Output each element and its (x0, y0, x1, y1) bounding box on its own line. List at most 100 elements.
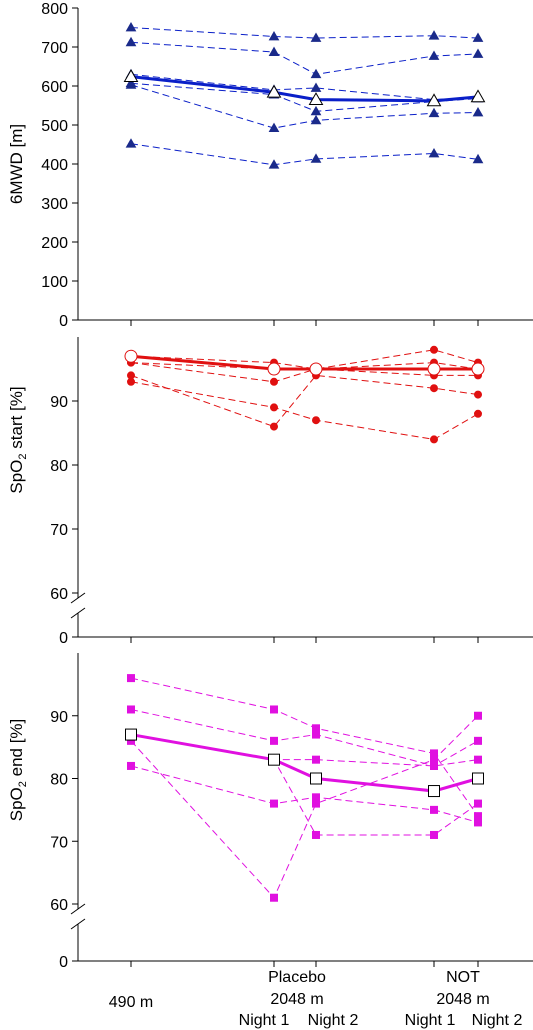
data-point (474, 409, 482, 418)
series-line-mean (130, 75, 479, 103)
mean-point (268, 753, 280, 766)
y-tick-label: 100 (41, 274, 68, 291)
data-point (268, 122, 280, 132)
y-tick-label: 600 (41, 79, 68, 96)
series-line-individual-4 (130, 374, 479, 428)
mean-point (426, 93, 442, 107)
y-tick-label: 80 (50, 458, 68, 475)
data-point (125, 138, 137, 148)
mean-point (308, 92, 324, 106)
data-point (125, 79, 137, 89)
data-point (270, 422, 278, 431)
series-line-individual-5 (130, 381, 479, 440)
series-line-individual-1 (130, 349, 479, 370)
x-label-not-night2: Night 2 (472, 1012, 523, 1029)
data-point (474, 711, 482, 720)
data-point (310, 82, 322, 92)
x-label-not-altitude: 2048 m (436, 991, 489, 1008)
panel-spo2-end: 0 60 70 80 90 SpO2 end [%] (7, 653, 533, 971)
data-point (310, 32, 322, 42)
mean-point (471, 362, 485, 376)
data-point (312, 830, 320, 839)
data-point (270, 403, 278, 412)
mean-point (427, 362, 441, 376)
data-point (125, 36, 137, 47)
data-point (270, 705, 278, 714)
data-point (430, 384, 438, 393)
series-line-mean (130, 354, 478, 371)
data-point (428, 107, 440, 118)
data-point (472, 107, 484, 117)
data-point (428, 147, 440, 158)
x-label-placebo-night2: Night 2 (308, 1012, 359, 1029)
data-point (310, 68, 322, 79)
y-tick-label: 300 (41, 196, 68, 213)
y-tick-label: 70 (50, 834, 68, 851)
y-tick-label: 60 (50, 897, 68, 914)
mean-point (125, 728, 137, 741)
data-point (472, 153, 484, 164)
data-point (474, 736, 482, 745)
series-line-individual-1 (130, 27, 479, 39)
data-point (268, 159, 280, 169)
y-tick-label: 70 (50, 522, 68, 539)
series-line-individual-2 (130, 708, 479, 767)
series-line-individual-3 (130, 734, 479, 767)
y-axis-label-spo2-start: SpO2 start [%] (7, 386, 29, 493)
mean-point (310, 772, 322, 785)
data-point (270, 799, 278, 808)
series-line-individual-6 (130, 734, 479, 836)
y-tick-label: 90 (50, 709, 68, 726)
y-tick-label: 500 (41, 118, 68, 135)
y-tick-label: 700 (41, 40, 68, 57)
x-label-placebo: Placebo (268, 969, 326, 986)
data-point (430, 435, 438, 444)
y-tick-label: 90 (50, 394, 68, 411)
axis-break-mark (70, 903, 86, 915)
data-point (474, 799, 482, 808)
axis-break-mark (70, 592, 86, 604)
y-tick-label: 0 (59, 954, 68, 971)
data-point (472, 32, 484, 42)
mean-point (472, 772, 484, 785)
data-point (430, 345, 438, 354)
data-point (310, 105, 322, 116)
data-point (270, 893, 278, 902)
data-point (268, 46, 280, 56)
data-point (312, 730, 320, 739)
data-point (430, 755, 438, 764)
y-tick-label: 60 (50, 586, 68, 603)
data-point (310, 114, 322, 125)
data-point (474, 390, 482, 399)
axis-break-mark (70, 918, 86, 930)
y-tick-label: 80 (50, 772, 68, 789)
data-point (430, 830, 438, 839)
data-point (270, 736, 278, 745)
x-label-not: NOT (446, 969, 480, 986)
y-tick-label: 200 (41, 235, 68, 252)
x-label-placebo-night1: Night 1 (239, 1012, 290, 1029)
panel-6mwd: 0 100 200 300 400 500 600 700 800 6MWD [m] (7, 1, 533, 330)
data-point (474, 755, 482, 764)
data-point (312, 755, 320, 764)
series-line-individual-3 (130, 362, 478, 383)
y-axis-label-6mwd: 6MWD [m] (7, 124, 26, 204)
data-point (312, 793, 320, 802)
y-tick-label: 0 (59, 630, 68, 647)
data-point (127, 705, 135, 714)
data-point (125, 21, 137, 32)
data-point (127, 761, 135, 770)
y-tick-label: 400 (41, 157, 68, 174)
axis-break-mark (70, 607, 86, 619)
series-line-individual-6 (130, 143, 479, 166)
data-point (312, 416, 320, 425)
x-label-490m: 490 m (109, 994, 153, 1011)
y-axis-label-spo2-end: SpO2 end [%] (7, 719, 29, 822)
data-point (268, 30, 280, 41)
mean-point (309, 362, 323, 376)
mean-point (124, 349, 138, 363)
data-point (430, 805, 438, 814)
panel-spo2-start: 0 60 70 80 90 SpO2 start [%] (7, 337, 533, 647)
data-point (472, 48, 484, 58)
